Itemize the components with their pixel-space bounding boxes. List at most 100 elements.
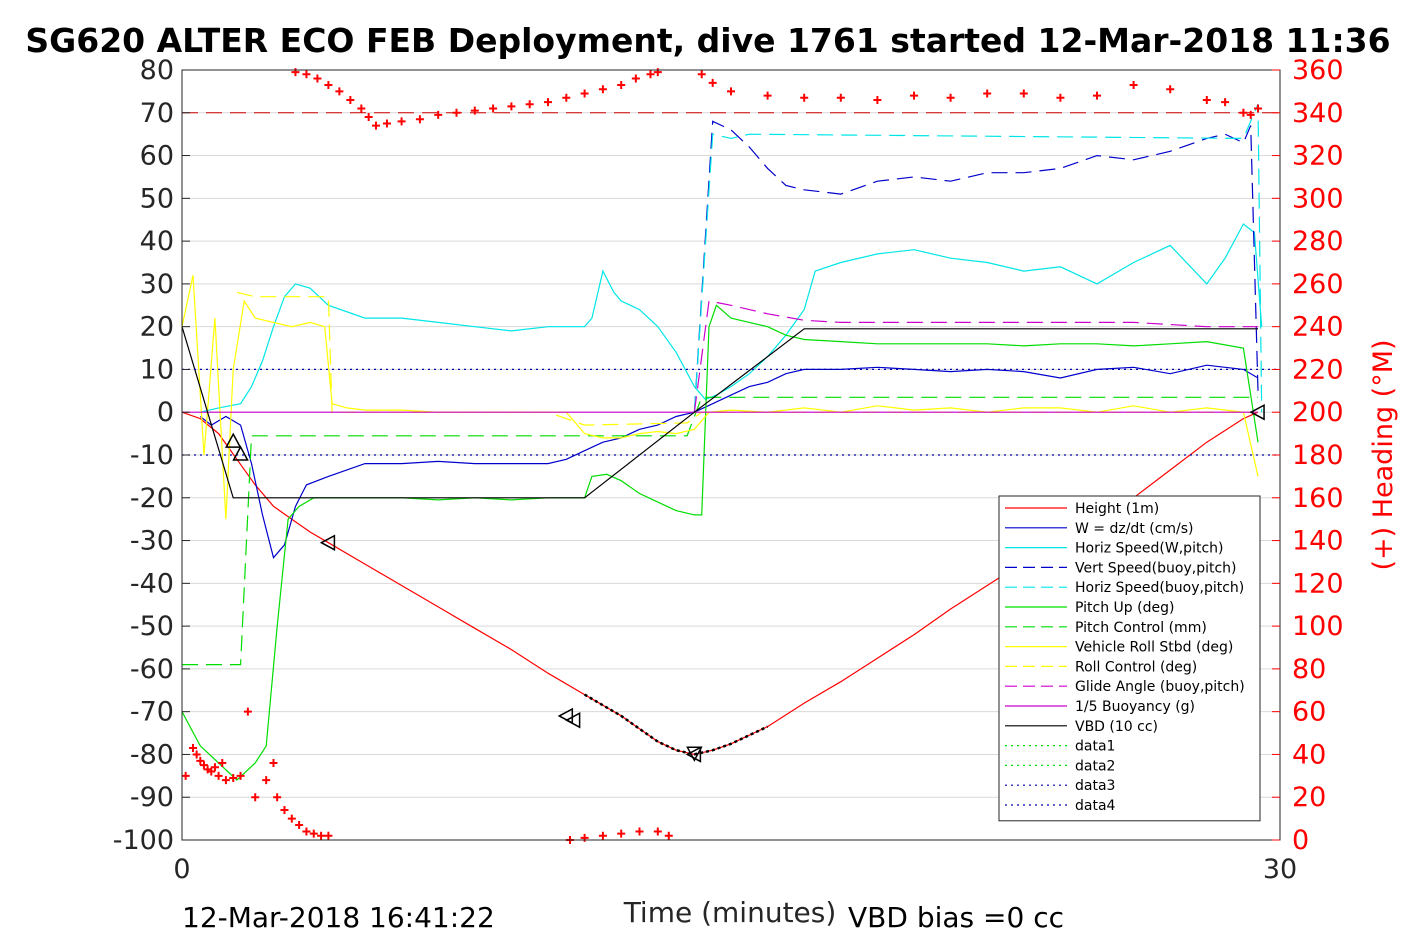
- heading-mark-54: [617, 829, 626, 838]
- triangle-up-0: [224, 432, 242, 448]
- heading-mark-77: [1254, 104, 1263, 113]
- series-line-4: [693, 103, 1263, 413]
- heading-mark-29: [335, 87, 344, 96]
- y-tick-label-7: 10: [140, 354, 174, 385]
- y-right-tick-label-14: 80: [1292, 654, 1326, 685]
- heading-mark-73: [1202, 95, 1211, 104]
- heading-mark-4: [199, 761, 208, 770]
- heading-mark-50: [653, 68, 662, 77]
- heading-mark-56: [653, 827, 662, 836]
- heading-mark-68: [1019, 89, 1028, 98]
- triangle-left-0: [319, 534, 336, 551]
- y-right-tick-label-15: 60: [1292, 697, 1326, 728]
- y-axis-right: 3603403203002802602402202001801601401201…: [1272, 55, 1344, 856]
- y-tick-label-8: 0: [157, 397, 174, 428]
- legend-label-0: Height (1m): [1075, 501, 1159, 517]
- y-right-tick-label-11: 140: [1292, 526, 1344, 557]
- heading-mark-45: [580, 89, 589, 98]
- heading-mark-60: [727, 87, 735, 96]
- heading-mark-11: [229, 773, 238, 782]
- heading-mark-27: [313, 74, 322, 83]
- y-tick-label-15: -70: [130, 697, 174, 728]
- heading-mark-41: [507, 102, 516, 111]
- y-tick-label-10: -20: [130, 483, 174, 514]
- heading-mark-15: [262, 776, 271, 785]
- y-tick-label-4: 40: [140, 226, 174, 257]
- y-axis-left: 80 70 60 50 40 30 20 10 0 -10 -20 -30 -40 -50 -60 -70 -8…: [113, 55, 190, 856]
- legend-label-5: Pitch Up (deg): [1075, 600, 1174, 616]
- heading-mark-2: [192, 750, 201, 759]
- heading-mark-31: [357, 104, 366, 113]
- y-right-tick-label-18: 0: [1292, 825, 1309, 856]
- heading-mark-13: [243, 707, 252, 716]
- legend-label-6: Pitch Control (mm): [1075, 620, 1207, 636]
- y-right-tick-label-17: 20: [1292, 782, 1326, 813]
- x-axis: 0 30: [173, 832, 1297, 885]
- y-tick-label-9: -10: [130, 440, 174, 471]
- y-tick-label-14: -60: [130, 654, 174, 685]
- heading-mark-24: [324, 831, 333, 840]
- legend-label-9: Glide Angle (buoy,pitch): [1075, 679, 1245, 695]
- heading-mark-62: [800, 93, 809, 102]
- heading-mark-48: [631, 74, 640, 83]
- heading-mark-36: [415, 115, 424, 124]
- triangle-markers: [224, 403, 1265, 763]
- y-right-tick-label-10: 160: [1292, 483, 1344, 514]
- footer-vbd-bias: VBD bias =0 cc: [848, 901, 1064, 934]
- y-right-tick-label-3: 300: [1292, 183, 1344, 214]
- heading-mark-0: [181, 771, 190, 780]
- y-right-tick-label-4: 280: [1292, 226, 1344, 257]
- heading-mark-76: [1246, 110, 1255, 119]
- heading-mark-7: [210, 763, 219, 772]
- heading-mark-35: [397, 117, 406, 126]
- heading-mark-61: [763, 91, 772, 100]
- legend-label-7: Vehicle Roll Stbd (deg): [1075, 640, 1233, 656]
- y-right-tick-label-16: 40: [1292, 739, 1326, 770]
- heading-mark-43: [544, 98, 552, 107]
- y-tick-label-18: -100: [113, 825, 174, 856]
- y-axis-right-label: (+) Heading (°M): [1368, 339, 1399, 570]
- series-line-2: [200, 223, 1263, 413]
- heading-mark-34: [382, 119, 391, 128]
- heading-mark-65: [910, 91, 918, 100]
- heading-mark-75: [1239, 108, 1248, 117]
- series-line-9: [693, 300, 1258, 413]
- triangle-up-1: [232, 445, 249, 461]
- legend-label-1: W = dz/dt (cm/s): [1075, 521, 1194, 537]
- y-tick-label-12: -40: [130, 568, 174, 599]
- y-right-tick-label-8: 200: [1292, 397, 1344, 428]
- heading-mark-38: [452, 108, 461, 117]
- heading-mark-42: [525, 100, 534, 109]
- heading-mark-20: [295, 821, 304, 830]
- heading-mark-72: [1166, 85, 1175, 94]
- heading-mark-3: [196, 756, 205, 765]
- legend: Height (1m) W = dz/dt (cm/s) Horiz Speed(W…: [998, 495, 1261, 822]
- series-line-5: [181, 304, 1259, 781]
- heading-mark-66: [946, 93, 955, 102]
- heading-mark-63: [836, 93, 845, 102]
- y-tick-label-17: -90: [130, 782, 174, 813]
- legend-label-4: Horiz Speed(buoy,pitch): [1075, 580, 1244, 596]
- y-tick-label-13: -50: [130, 611, 174, 642]
- legend-label-2: Horiz Speed(W,pitch): [1075, 541, 1223, 557]
- legend-label-3: Vert Speed(buoy,pitch): [1075, 560, 1237, 576]
- y-right-tick-label-1: 340: [1292, 98, 1344, 129]
- legend-label-11: VBD (10 cc): [1075, 719, 1158, 735]
- x-axis-label: Time (minutes): [623, 896, 837, 929]
- series-layer: [181, 103, 1280, 781]
- heading-mark-53: [598, 831, 607, 840]
- heading-mark-67: [983, 89, 992, 98]
- y-right-tick-label-6: 240: [1292, 312, 1344, 343]
- heading-mark-18: [280, 806, 289, 815]
- heading-mark-10: [221, 776, 230, 785]
- heading-mark-17: [273, 793, 282, 802]
- heading-mark-52: [580, 833, 589, 842]
- y-right-tick-label-7: 220: [1292, 354, 1344, 385]
- heading-mark-40: [489, 104, 498, 113]
- y-tick-label-2: 60: [140, 141, 174, 172]
- heading-mark-28: [324, 80, 333, 89]
- heading-mark-30: [346, 95, 355, 104]
- heading-mark-32: [364, 113, 373, 122]
- triangle-left-1: [557, 707, 574, 725]
- bottom-dotted-segment: [583, 693, 769, 756]
